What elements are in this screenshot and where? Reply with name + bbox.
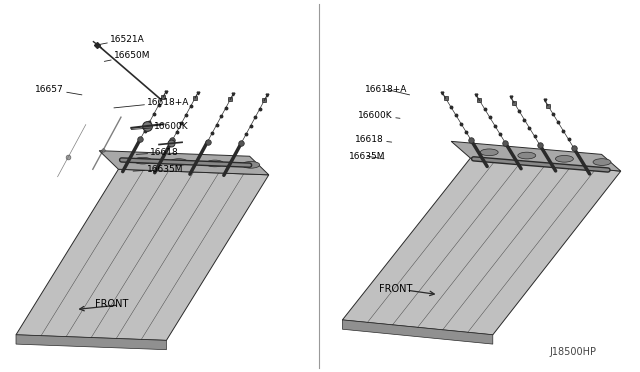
Polygon shape [16,169,269,340]
Text: 16600K: 16600K [358,111,400,120]
Ellipse shape [134,157,152,164]
Polygon shape [99,151,269,175]
Ellipse shape [170,159,188,166]
Text: 16635M: 16635M [133,165,184,174]
Text: J18500HP: J18500HP [549,347,596,357]
Ellipse shape [556,155,573,162]
Text: 16635M: 16635M [349,152,385,161]
Polygon shape [342,320,493,344]
Polygon shape [16,335,166,350]
Text: 16600K: 16600K [131,122,188,131]
Polygon shape [342,158,621,335]
Ellipse shape [518,152,536,159]
Text: FRONT: FRONT [95,299,128,309]
Ellipse shape [593,159,611,166]
Text: 16650M: 16650M [104,51,150,61]
Ellipse shape [480,149,498,155]
Ellipse shape [206,160,224,167]
Ellipse shape [242,161,260,168]
Text: 16657: 16657 [35,85,82,95]
Text: 16618: 16618 [136,148,179,157]
Text: 16618+A: 16618+A [365,85,410,95]
Text: FRONT: FRONT [379,285,412,294]
Text: 16618: 16618 [355,135,392,144]
Polygon shape [451,141,621,171]
Text: 16618+A: 16618+A [114,98,189,108]
Text: 16521A: 16521A [95,35,145,45]
